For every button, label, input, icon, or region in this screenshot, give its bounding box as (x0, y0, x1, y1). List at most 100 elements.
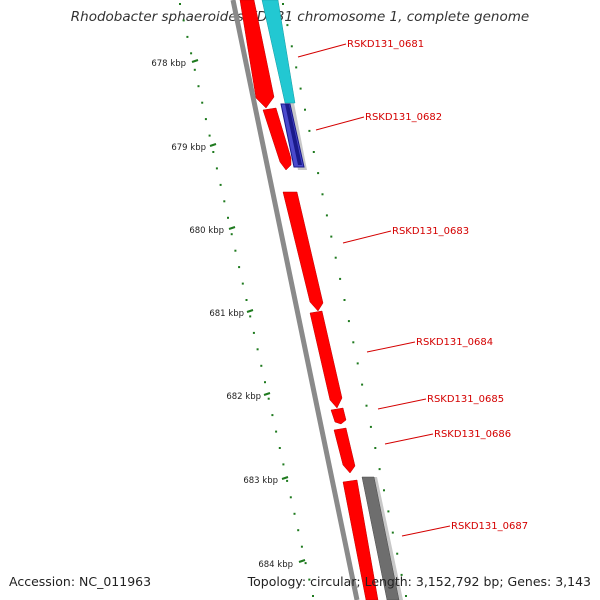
gene-leader-line (384, 433, 434, 445)
gene-label[interactable]: RSKD131_0683 (392, 226, 469, 237)
ring-dot (308, 129, 311, 132)
ring-dot (361, 383, 364, 386)
gene-label[interactable]: RSKD131_0687 (451, 521, 528, 532)
scale-dot (252, 331, 255, 334)
ring-dot (356, 362, 359, 365)
ring-dot (347, 320, 350, 323)
gene-leader-line (377, 398, 427, 410)
scale-dot (241, 282, 244, 285)
gene-feature-red-c[interactable] (342, 479, 379, 600)
outer-dotted-ring (282, 3, 407, 597)
ring-dot (365, 404, 368, 407)
ring-dot (304, 108, 306, 111)
ring-dot (317, 172, 320, 175)
scale-dot (219, 183, 222, 186)
scale-dot (264, 381, 266, 384)
scale-tick-680 (228, 226, 236, 230)
gene-feature-0683[interactable] (282, 191, 324, 312)
scale-dot (179, 3, 181, 5)
gene-label[interactable]: RSKD131_0685 (427, 394, 504, 405)
scale-dot (256, 348, 259, 351)
gene-label[interactable]: RSKD131_0681 (347, 39, 424, 50)
scale-dot (312, 595, 314, 597)
ring-dot (383, 489, 385, 492)
scale-dot (182, 19, 185, 22)
gene-feature-red-b[interactable] (262, 107, 292, 171)
ring-dot (339, 277, 342, 280)
ring-dot (374, 447, 377, 449)
scale-dot (293, 512, 296, 515)
scale-dot (249, 315, 252, 318)
scale-dot (245, 299, 248, 301)
gene-leader-line (366, 341, 416, 353)
scale-label: 679 kbp (171, 143, 206, 153)
scale-dot (208, 134, 211, 137)
scale-dot (230, 233, 233, 236)
map-title: Rhodobacter sphaeroides KD131 chromosome… (70, 9, 530, 25)
gene-feature-0682-inner (285, 104, 302, 165)
scale-label: 681 kbp (209, 309, 244, 319)
scale-tick-684 (298, 559, 306, 563)
scale-dot (278, 447, 281, 449)
scale-tick-682 (263, 392, 271, 396)
scale-dot (275, 430, 278, 433)
ring-dot (330, 235, 333, 238)
scale-dot (193, 68, 196, 71)
scale-dot (308, 578, 311, 581)
ring-dot (321, 193, 324, 196)
scale-label: 684 kbp (258, 560, 293, 570)
ring-dot (405, 595, 407, 597)
scale-label: 683 kbp (243, 476, 278, 486)
ring-dot (290, 45, 293, 48)
ring-dot (312, 151, 315, 153)
gene-leader-line (297, 43, 347, 58)
ring-dot (369, 425, 372, 428)
scale-dot (260, 364, 263, 367)
scale-dot (300, 545, 303, 548)
scale-dot (201, 101, 204, 104)
gene-feature-red-a[interactable] (239, 0, 275, 109)
ring-dot (391, 531, 394, 534)
ring-dot (295, 66, 298, 69)
ring-dot (325, 214, 328, 217)
accession-text: Accession: NC_011963 (9, 574, 152, 589)
gene-feature-0687[interactable] (361, 476, 400, 600)
gene-feature-0681[interactable] (261, 0, 296, 104)
gene-feature-0685[interactable] (330, 407, 347, 425)
gene-feature-0684[interactable] (309, 310, 343, 409)
scale-tick-679 (209, 143, 217, 147)
gene-leader-line (401, 525, 451, 537)
scale-tick-678 (191, 59, 199, 63)
scale-dot (186, 35, 189, 38)
gene-label[interactable]: RSKD131_0682 (365, 112, 442, 123)
ring-dot (299, 87, 302, 90)
gene-feature-0686[interactable] (333, 427, 356, 474)
gene-label[interactable]: RSKD131_0686 (434, 429, 511, 440)
scale-tick-683 (281, 476, 289, 480)
scale-dot (286, 479, 289, 482)
scale-dot (304, 562, 307, 565)
ring-dot (387, 510, 390, 513)
scale-dot (297, 529, 300, 532)
ring-dot (400, 573, 403, 576)
gene-label[interactable]: RSKD131_0684 (416, 337, 493, 348)
scale-dot (238, 266, 241, 269)
ring-dot (286, 24, 289, 27)
scale-dot (190, 52, 193, 55)
scale-dot (215, 167, 218, 170)
scale-dot (212, 151, 215, 153)
scale-dot (282, 463, 285, 466)
scale-tick-681 (246, 309, 254, 313)
scale-ruler (179, 3, 314, 597)
scale-dot (234, 249, 237, 252)
scale-label: 682 kbp (226, 392, 261, 402)
gene-leader-line (342, 230, 392, 244)
ring-dot (334, 256, 337, 259)
scale-label: 680 kbp (189, 226, 224, 236)
ring-dot (396, 552, 399, 555)
chromosome-backbone (230, 0, 360, 600)
scale-dot (267, 397, 270, 400)
ring-dot (282, 3, 284, 5)
scale-dot (204, 118, 207, 121)
